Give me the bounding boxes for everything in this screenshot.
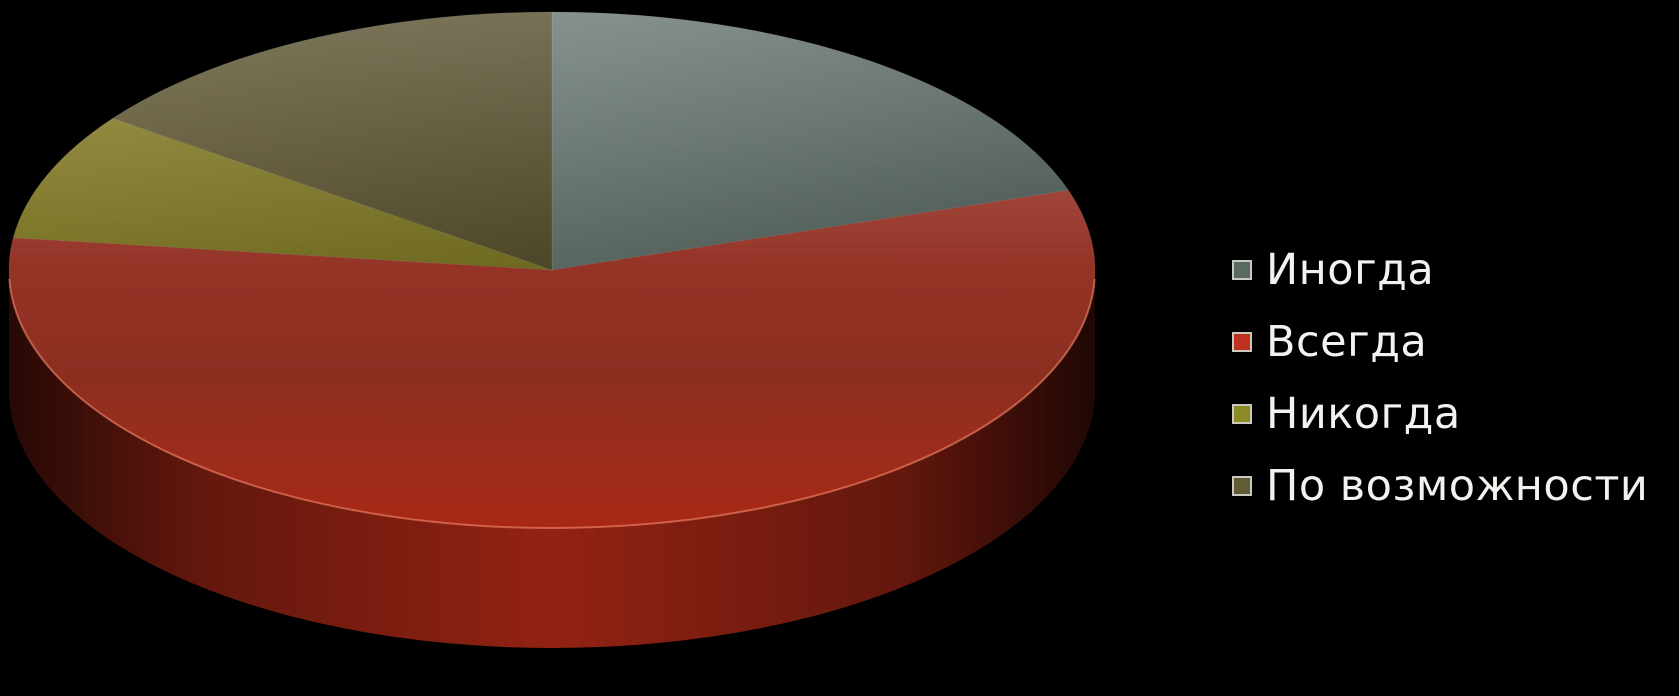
legend-label-inogda: Иногда [1266, 245, 1435, 295]
pie-rim-highlight [8, 278, 1096, 530]
legend-item-inogda: Иногда [1232, 234, 1672, 306]
legend-swatch-inogda [1232, 260, 1252, 280]
pie-side-walls [9, 270, 1095, 648]
legend-item-nikogda: Никогда [1232, 378, 1672, 450]
legend-swatch-vsegda [1232, 332, 1252, 352]
legend-item-vsegda: Всегда [1232, 306, 1672, 378]
legend-swatch-po-vozmozhnosti [1232, 476, 1252, 496]
legend: Иногда Всегда Никогда По возможности [1232, 234, 1672, 522]
legend-swatch-nikogda [1232, 404, 1252, 424]
legend-label-nikogda: Никогда [1266, 389, 1461, 439]
legend-label-po-vozmozhnosti: По возможности [1266, 461, 1649, 511]
pie-side-shading [9, 270, 1095, 648]
legend-label-vsegda: Всегда [1266, 317, 1428, 367]
pie-top-highlight [9, 12, 1095, 528]
legend-item-po-vozmozhnosti: По возможности [1232, 450, 1672, 522]
